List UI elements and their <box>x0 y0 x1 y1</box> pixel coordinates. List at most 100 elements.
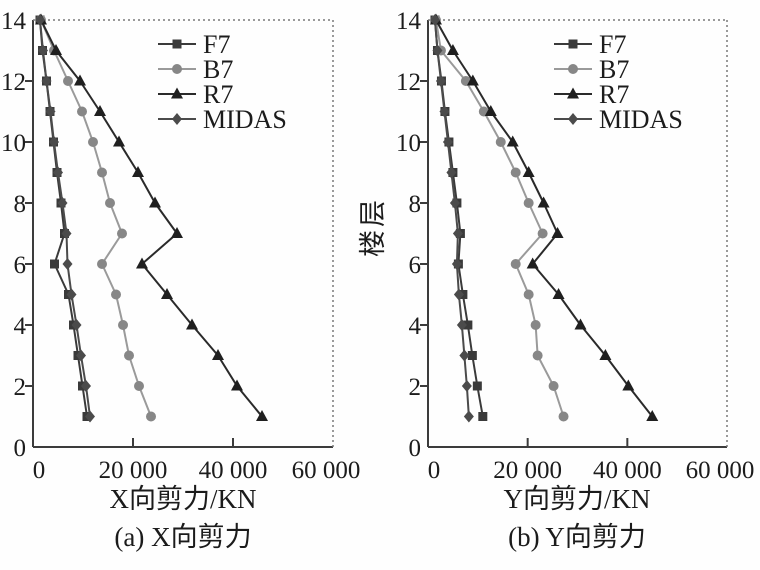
diamond-marker <box>66 288 77 301</box>
legend-label-F7: F7 <box>203 30 230 59</box>
diamond-marker <box>38 44 48 57</box>
triangle-marker <box>567 87 579 99</box>
diamond-marker <box>76 349 86 362</box>
triangle-marker <box>446 44 459 55</box>
y-tick-label: 12 <box>1 69 26 96</box>
circle-marker <box>495 137 506 147</box>
y-tick-label: 12 <box>396 69 421 96</box>
y-tick-label: 14 <box>1 8 27 35</box>
circle-marker <box>548 381 559 391</box>
triangle-marker <box>256 410 268 421</box>
y-tick-label: 8 <box>14 191 27 218</box>
circle-marker <box>105 198 115 208</box>
circle-marker <box>88 137 98 147</box>
circle-marker <box>134 381 144 391</box>
circle-marker <box>523 198 534 208</box>
diamond-marker <box>62 258 73 270</box>
series-line-B7 <box>434 19 565 417</box>
y-tick-label: 0 <box>409 435 422 462</box>
square-marker <box>463 320 473 330</box>
chart-b: 0 2 4 6 8 10 12 14 0 20 000 40 000 60 000 F7B7R7MIDA… <box>396 8 754 484</box>
y-tick-label: 2 <box>14 374 27 401</box>
triangle-marker <box>466 74 479 86</box>
circle-marker <box>97 259 107 269</box>
triangle-marker <box>522 166 535 177</box>
triangle-marker <box>506 135 519 147</box>
triangle-marker <box>171 227 183 238</box>
triangle-marker <box>622 379 635 391</box>
circle-marker <box>568 64 578 74</box>
triangle-marker <box>171 87 183 99</box>
legend-label-MIDAS: MIDAS <box>599 105 683 134</box>
square-marker <box>50 259 59 269</box>
x-tick-label: 60 000 <box>292 457 361 484</box>
diamond-marker <box>45 105 56 118</box>
triangle-marker <box>113 135 125 147</box>
triangle-marker <box>132 166 144 177</box>
diamond-marker <box>49 136 59 148</box>
triangle-marker <box>599 349 612 360</box>
triangle-marker <box>136 257 148 269</box>
diamond-marker <box>172 113 182 125</box>
triangle-marker <box>646 410 659 421</box>
circle-marker <box>77 106 87 117</box>
y-tick-label: 6 <box>14 252 27 279</box>
y-tick-label: 14 <box>396 8 422 35</box>
triangle-marker <box>484 105 497 116</box>
diamond-marker <box>568 113 578 125</box>
diamond-marker <box>461 380 472 392</box>
y-tick-label: 6 <box>409 252 422 279</box>
diamond-marker <box>439 105 450 118</box>
x-tick-label: 0 <box>428 457 441 484</box>
x-tick-label: 20 000 <box>99 457 168 484</box>
diamond-marker <box>435 75 446 87</box>
chart-a: 0 2 4 6 8 10 12 14 0 20 000 40 000 60 000 F7B7R7MIDA… <box>1 8 360 484</box>
y-tick-label: 4 <box>14 313 27 340</box>
x-tick-label: 20 000 <box>493 457 562 484</box>
x-tick-label: 60 000 <box>686 457 755 484</box>
circle-marker <box>510 259 521 269</box>
square-marker <box>478 412 488 421</box>
square-marker <box>568 39 578 49</box>
diamond-marker <box>85 410 95 423</box>
circle-marker <box>510 167 521 178</box>
diamond-marker <box>81 380 91 392</box>
diamond-marker <box>41 75 52 87</box>
x-axis-label-a: X向剪力/KN <box>109 484 257 514</box>
diamond-marker <box>453 288 464 301</box>
diamond-marker <box>451 258 462 270</box>
x-tick-label: 0 <box>33 457 46 484</box>
triangle-marker <box>74 74 86 86</box>
y-tick-label: 2 <box>409 374 422 401</box>
circle-marker <box>523 289 534 300</box>
y-axis-label: 楼层 <box>358 197 388 257</box>
diamond-marker <box>57 197 68 209</box>
legend-label-B7: B7 <box>203 55 233 84</box>
triangle-marker <box>212 349 224 360</box>
circle-marker <box>558 411 569 422</box>
diamond-marker <box>452 227 463 240</box>
series-line-R7 <box>40 19 263 418</box>
circle-marker <box>532 350 543 361</box>
legend-label-MIDAS: MIDAS <box>203 105 287 134</box>
triangle-marker <box>149 196 161 208</box>
circle-marker <box>124 350 134 361</box>
triangle-marker <box>231 379 243 391</box>
circle-marker <box>537 228 548 239</box>
circle-marker <box>117 228 127 239</box>
square-marker <box>472 381 482 391</box>
chart-caption-a: (a) X向剪力 <box>114 522 252 552</box>
triangle-marker <box>574 318 587 330</box>
square-marker <box>172 39 182 49</box>
series-line-R7 <box>435 19 654 418</box>
x-tick-label: 40 000 <box>593 457 662 484</box>
diamond-marker <box>71 319 82 331</box>
diamond-marker <box>449 197 460 209</box>
triangle-marker <box>50 44 62 55</box>
legend-label-R7: R7 <box>203 80 233 109</box>
y-tick-label: 8 <box>409 191 422 218</box>
circle-marker <box>111 289 121 300</box>
diamond-marker <box>429 14 440 26</box>
